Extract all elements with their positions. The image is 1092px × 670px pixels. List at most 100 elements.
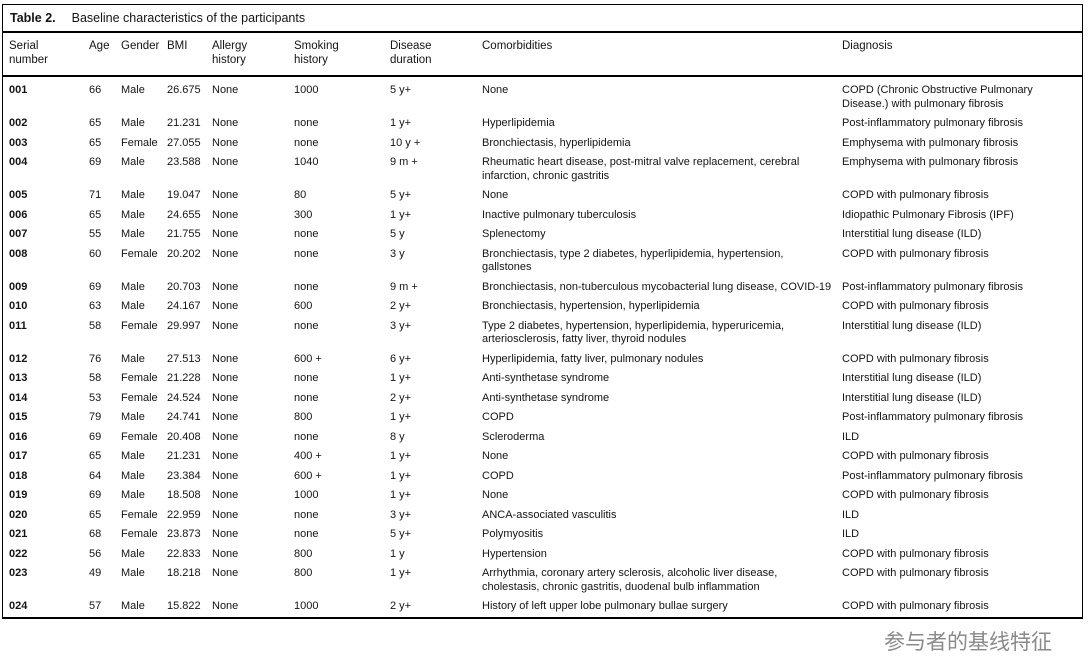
cell-comorbidities: COPD <box>482 469 514 482</box>
cell-allergy-history: None <box>212 411 239 423</box>
cell-gender: Male <box>121 567 145 579</box>
cell-serial-number: 005 <box>9 189 28 201</box>
table-row: 008 60 Female 20.202 None none 3 y Bronc… <box>3 245 1082 278</box>
cell-bmi: 20.408 <box>167 430 201 443</box>
cell-gender: Male <box>121 280 145 293</box>
cell-bmi: 27.513 <box>167 352 201 365</box>
cell-diagnosis: COPD with pulmonary fibrosis <box>842 547 989 560</box>
cell-age: 65 <box>89 117 102 129</box>
cell-serial-number: 020 <box>9 508 28 521</box>
cell-disease-duration: 9 m + <box>390 280 418 293</box>
cell-comorbidities: None <box>482 450 509 462</box>
table-row: 024 57 Male 15.822 None 1000 2 y+ Histor… <box>3 597 1082 617</box>
table-row: 018 64 Male 23.384 None 600 + 1 y+ COPD … <box>3 467 1082 487</box>
col-header-comorbidities: Comorbidities <box>482 33 842 77</box>
cell-comorbidities: Anti-synthetase syndrome <box>482 372 610 384</box>
cell-allergy-history: None <box>212 600 239 612</box>
cell-comorbidities: Hyperlipidemia, fatty liver, pulmonary n… <box>482 352 704 365</box>
cell-age: 65 <box>89 450 102 462</box>
cell-disease-duration: 5 y+ <box>390 84 412 96</box>
cell-smoking-history: 1040 <box>294 156 319 168</box>
cell-disease-duration: 1 y+ <box>390 411 412 423</box>
col-header-gender: Gender <box>121 33 167 77</box>
cell-diagnosis: Interstitial lung disease (ILD) <box>842 372 982 384</box>
col-header-serial-number: Serial number <box>3 33 89 77</box>
cell-diagnosis: COPD with pulmonary fibrosis <box>842 450 989 462</box>
cell-allergy-history: None <box>212 372 239 384</box>
cell-serial-number: 019 <box>9 489 28 501</box>
table-row: 021 68 Female 23.873 None none 5 y+ Poly… <box>3 525 1082 545</box>
cell-age: 68 <box>89 528 102 540</box>
table-row: 015 79 Male 24.741 None 800 1 y+ COPD Po… <box>3 408 1082 428</box>
baseline-characteristics-table: Serial number Age Gender BMI Allergy his… <box>3 33 1082 617</box>
cell-smoking-history: 80 <box>294 189 307 201</box>
cell-smoking-history: none <box>294 280 319 293</box>
cell-smoking-history: 800 <box>294 567 313 579</box>
cell-serial-number: 014 <box>9 391 28 404</box>
cell-age: 49 <box>89 567 102 579</box>
cell-age: 65 <box>89 208 102 221</box>
cell-comorbidities: Scleroderma <box>482 430 545 443</box>
cell-smoking-history: 300 <box>294 208 313 221</box>
cell-allergy-history: None <box>212 136 239 149</box>
cell-bmi: 21.231 <box>167 450 201 462</box>
cell-smoking-history: none <box>294 247 319 260</box>
cell-age: 63 <box>89 300 102 312</box>
cell-bmi: 20.703 <box>167 280 201 293</box>
cell-disease-duration: 5 y+ <box>390 528 412 540</box>
cell-smoking-history: none <box>294 117 319 129</box>
cell-comorbidities: COPD <box>482 411 514 423</box>
table-row: 005 71 Male 19.047 None 80 5 y+ None COP… <box>3 186 1082 206</box>
table-row: 011 58 Female 29.997 None none 3 y+ Type… <box>3 317 1082 350</box>
cell-disease-duration: 6 y+ <box>390 352 412 365</box>
cell-allergy-history: None <box>212 567 239 579</box>
cell-gender: Female <box>121 508 158 521</box>
cell-gender: Male <box>121 300 145 312</box>
cell-comorbidities: Hypertension <box>482 547 547 560</box>
table-row: 004 69 Male 23.588 None 1040 9 m + Rheum… <box>3 153 1082 186</box>
cell-allergy-history: None <box>212 156 239 168</box>
cell-disease-duration: 1 y+ <box>390 372 412 384</box>
table-row: 006 65 Male 24.655 None 300 1 y+ Inactiv… <box>3 206 1082 226</box>
chinese-caption: 参与者的基线特征 <box>884 631 1052 654</box>
cell-diagnosis: Interstitial lung disease (ILD) <box>842 319 982 332</box>
cell-age: 71 <box>89 189 102 201</box>
table-row: 007 55 Male 21.755 None none 5 y Splenec… <box>3 225 1082 245</box>
cell-age: 56 <box>89 547 102 560</box>
cell-bmi: 19.047 <box>167 189 201 201</box>
cell-gender: Male <box>121 600 145 612</box>
table-row: 023 49 Male 18.218 None 800 1 y+ Arrhyth… <box>3 564 1082 597</box>
cell-serial-number: 013 <box>9 372 28 384</box>
cell-disease-duration: 1 y+ <box>390 208 412 221</box>
cell-disease-duration: 1 y+ <box>390 469 412 482</box>
cell-serial-number: 016 <box>9 430 28 443</box>
cell-age: 69 <box>89 156 102 168</box>
cell-gender: Male <box>121 547 145 560</box>
cell-diagnosis: COPD with pulmonary fibrosis <box>842 189 989 201</box>
table-2-frame: Table 2. Baseline characteristics of the … <box>2 4 1083 619</box>
cell-smoking-history: none <box>294 228 319 240</box>
cell-allergy-history: None <box>212 450 239 462</box>
cell-allergy-history: None <box>212 117 239 129</box>
cell-disease-duration: 1 y+ <box>390 450 412 462</box>
cell-diagnosis: COPD with pulmonary fibrosis <box>842 567 989 579</box>
cell-comorbidities: None <box>482 84 509 96</box>
cell-serial-number: 001 <box>9 84 28 96</box>
cell-diagnosis: Emphysema with pulmonary fibrosis <box>842 136 1019 149</box>
cell-disease-duration: 5 y <box>390 228 405 240</box>
cell-smoking-history: none <box>294 319 319 332</box>
table-row: 013 58 Female 21.228 None none 1 y+ Anti… <box>3 369 1082 389</box>
cell-bmi: 21.755 <box>167 228 201 240</box>
cell-serial-number: 008 <box>9 247 28 260</box>
cell-comorbidities: Bronchiectasis, non-tuberculous mycobact… <box>482 280 832 293</box>
cell-serial-number: 021 <box>9 528 28 540</box>
cell-comorbidities: None <box>482 489 509 501</box>
cell-serial-number: 012 <box>9 352 28 365</box>
cell-smoking-history: 400 + <box>294 450 322 462</box>
table-label: Table 2. <box>10 11 56 25</box>
cell-allergy-history: None <box>212 391 239 404</box>
cell-gender: Male <box>121 156 145 168</box>
cell-smoking-history: 1000 <box>294 84 319 96</box>
cell-smoking-history: 1000 <box>294 489 319 501</box>
cell-bmi: 23.384 <box>167 469 201 482</box>
